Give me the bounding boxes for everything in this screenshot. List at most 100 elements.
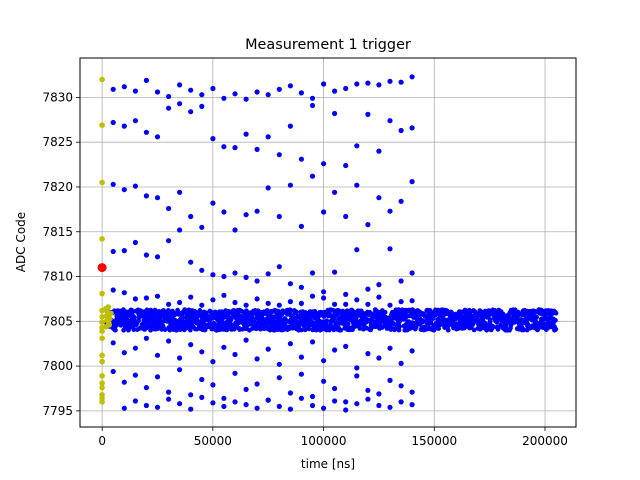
main-point <box>121 248 127 254</box>
main-point <box>298 156 304 162</box>
main-point <box>409 74 415 80</box>
y-tick-label: 7810 <box>42 270 73 284</box>
y-tick-label: 7830 <box>42 90 73 104</box>
main-point <box>254 278 260 284</box>
main-point <box>254 208 260 214</box>
main-point <box>265 300 271 306</box>
main-point <box>188 109 194 115</box>
main-point <box>265 134 271 140</box>
main-point <box>121 187 127 193</box>
trigger_window-point <box>99 76 105 83</box>
main-point <box>188 294 194 300</box>
y-tick-label: 7825 <box>42 135 73 149</box>
main-point <box>309 393 316 400</box>
main-point <box>143 385 149 391</box>
main-point <box>221 344 227 350</box>
main-point <box>166 205 172 212</box>
main-point <box>332 398 338 404</box>
main-point <box>243 274 249 280</box>
main-point <box>365 301 371 307</box>
x-axis-ticks: 0 50000 100000 150000 200000 <box>98 427 568 448</box>
main-point <box>232 145 238 151</box>
main-point <box>398 383 404 389</box>
main-point <box>387 246 393 252</box>
dense-point <box>503 322 509 328</box>
main-point <box>365 351 371 357</box>
main-point <box>309 402 316 409</box>
main-point <box>321 358 327 364</box>
main-point <box>265 271 271 277</box>
main-point <box>254 296 260 302</box>
main-point <box>287 341 293 347</box>
main-point <box>166 105 172 111</box>
trigger_window-point <box>99 352 105 359</box>
dense-point <box>162 327 168 332</box>
main-point <box>387 377 393 383</box>
main-point <box>121 290 127 296</box>
dense-point <box>534 314 539 320</box>
main-point <box>143 193 149 199</box>
y-tick-label: 7805 <box>42 314 73 328</box>
main-point <box>188 87 194 93</box>
main-point <box>210 382 216 388</box>
main-point <box>332 301 338 307</box>
dense-point <box>131 327 137 332</box>
main-point <box>154 254 161 260</box>
main-point <box>409 270 415 276</box>
main-point <box>398 299 404 305</box>
main-point <box>321 405 327 411</box>
main-point <box>343 291 349 297</box>
main-point <box>332 110 338 117</box>
main-point <box>154 404 161 410</box>
main-point <box>265 397 271 403</box>
trigger_window-point <box>99 380 105 386</box>
main-point <box>110 287 116 293</box>
main-point <box>321 378 327 384</box>
main-point <box>354 143 360 149</box>
main-point <box>143 252 149 258</box>
main-point <box>376 82 382 88</box>
dense-point <box>445 327 451 333</box>
main-point <box>143 77 149 83</box>
dense-point <box>299 327 304 333</box>
dense-point <box>553 310 559 316</box>
main-point <box>254 89 260 95</box>
main-point <box>343 399 349 405</box>
main-point <box>210 200 216 206</box>
trigger_window-point <box>99 335 105 342</box>
main-point <box>332 385 338 392</box>
main-point <box>199 394 205 400</box>
main-point <box>199 267 205 273</box>
main-point <box>298 371 304 377</box>
main-point <box>232 370 238 376</box>
main-point <box>265 185 271 191</box>
main-point <box>110 119 116 126</box>
main-point <box>309 270 316 276</box>
dense-point <box>182 307 188 313</box>
main-point <box>398 399 404 405</box>
main-point <box>287 83 293 89</box>
main-point <box>376 294 382 300</box>
trigger_window-point <box>99 122 105 128</box>
main-point <box>365 396 371 402</box>
dense-point <box>480 316 486 321</box>
main-point <box>243 386 249 392</box>
main-point <box>343 213 349 220</box>
y-tick-label: 7795 <box>42 404 73 418</box>
dense-point <box>406 319 412 324</box>
main-point <box>199 103 205 109</box>
main-point <box>121 123 127 129</box>
trigger_window-point <box>99 373 105 379</box>
main-point <box>166 389 172 395</box>
dense-point <box>324 318 330 324</box>
main-point <box>154 195 161 201</box>
main-point <box>232 91 238 97</box>
main-point <box>343 407 349 413</box>
main-point <box>309 339 316 345</box>
x-tick-label: 200000 <box>522 434 568 448</box>
main-point <box>354 365 360 371</box>
main-point <box>309 102 316 109</box>
main-point <box>254 146 260 152</box>
main-point <box>321 289 327 295</box>
main-point <box>199 224 205 230</box>
